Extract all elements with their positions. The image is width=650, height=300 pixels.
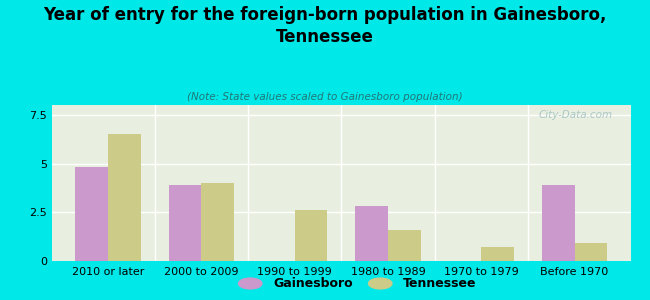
Bar <box>542 185 575 261</box>
Bar <box>75 167 108 261</box>
Bar <box>575 244 607 261</box>
Text: Tennessee: Tennessee <box>403 277 476 290</box>
Bar <box>108 134 140 261</box>
Circle shape <box>239 278 262 289</box>
Circle shape <box>369 278 392 289</box>
Text: City-Data.com: City-Data.com <box>539 110 613 120</box>
Bar <box>202 183 234 261</box>
Text: Gainesboro: Gainesboro <box>273 277 352 290</box>
Bar <box>481 247 514 261</box>
Bar <box>168 185 202 261</box>
Text: Year of entry for the foreign-born population in Gainesboro,
Tennessee: Year of entry for the foreign-born popul… <box>44 6 606 46</box>
Bar <box>356 206 388 261</box>
Bar <box>294 210 327 261</box>
Text: (Note: State values scaled to Gainesboro population): (Note: State values scaled to Gainesboro… <box>187 92 463 101</box>
Bar <box>388 230 421 261</box>
